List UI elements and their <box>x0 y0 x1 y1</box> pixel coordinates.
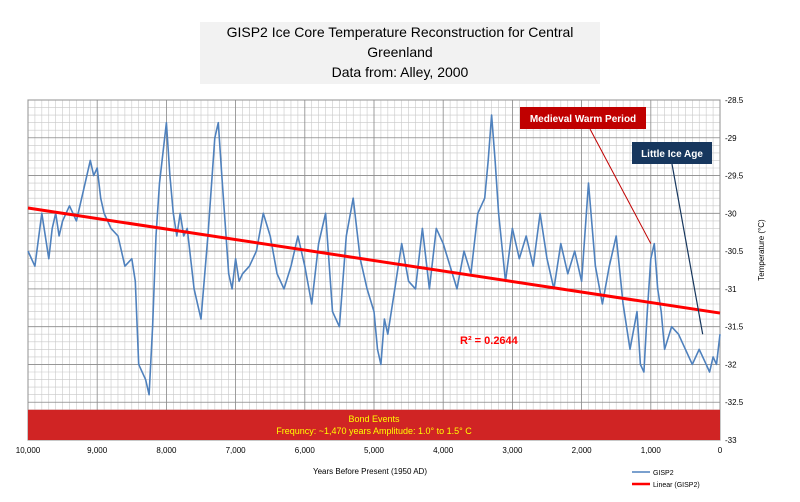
y-tick-label: -29.5 <box>725 172 744 181</box>
medieval-callout-line <box>589 128 652 244</box>
x-tick-label: 2,000 <box>572 446 593 455</box>
chart-title: GISP2 Ice Core Temperature Reconstructio… <box>200 22 600 84</box>
y-tick-label: -32.5 <box>725 398 744 407</box>
chart-title-line-1: GISP2 Ice Core Temperature Reconstructio… <box>226 24 574 40</box>
x-tick-label: 7,000 <box>226 446 247 455</box>
x-axis-title: Years Before Present (1950 AD) <box>313 467 427 476</box>
bond-events-desc: Frequncy: ~1,470 years Amplitude: 1.0° t… <box>276 426 472 436</box>
y-tick-label: -31.5 <box>725 323 744 332</box>
legend-label-linear: Linear (GISP2) <box>653 482 700 489</box>
y-tick-label: -29 <box>725 134 737 143</box>
little-ice-age-callout-line <box>671 163 704 335</box>
y-tick-label: -30 <box>725 209 737 218</box>
series-linear-trendline <box>27 206 721 315</box>
medieval-label-box <box>520 107 646 129</box>
x-tick-label: 10,000 <box>16 446 41 455</box>
x-tick-label: 6,000 <box>295 446 316 455</box>
bond-events-title: Bond Events <box>348 414 400 424</box>
y-tick-label: -31 <box>725 285 737 294</box>
little-ice-age-label: Little Ice Age <box>641 149 703 160</box>
little-ice-age-label-box <box>632 142 712 164</box>
x-tick-label: 5,000 <box>364 446 385 455</box>
y-tick-label: -30.5 <box>725 247 744 256</box>
y-tick-label: -32 <box>725 360 737 369</box>
x-tick-label: 3,000 <box>502 446 523 455</box>
medieval-label: Medieval Warm Period <box>530 114 636 125</box>
y-axis-title: Temperature (°C) <box>757 219 766 281</box>
y-tick-label: -33 <box>725 436 737 445</box>
x-tick-label: 0 <box>718 446 723 455</box>
x-tick-label: 4,000 <box>433 446 454 455</box>
r-squared-label: R² = 0.2644 <box>460 335 519 347</box>
x-tick-label: 9,000 <box>87 446 108 455</box>
chart-title-line-2: Greenland <box>367 44 433 60</box>
x-tick-label: 8,000 <box>156 446 177 455</box>
y-tick-label: -28.5 <box>725 96 744 105</box>
x-tick-label: 1,000 <box>641 446 662 455</box>
bond-events-band <box>28 409 720 440</box>
legend-label-gisp2: GISP2 <box>653 470 674 477</box>
chart-title-line-3: Data from: Alley, 2000 <box>331 64 469 80</box>
